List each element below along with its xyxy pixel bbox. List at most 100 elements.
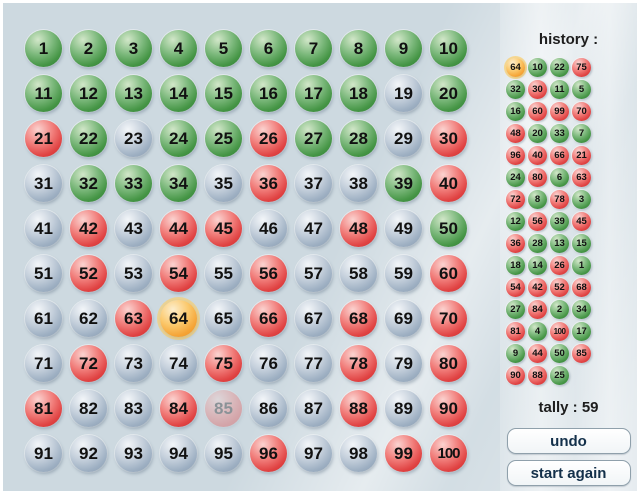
board-ball-44[interactable]: 44 (160, 210, 197, 247)
board-ball-49[interactable]: 49 (385, 210, 422, 247)
board-ball-81[interactable]: 81 (25, 390, 62, 427)
board-ball-71[interactable]: 71 (25, 345, 62, 382)
board-ball-40[interactable]: 40 (430, 165, 467, 202)
board-ball-61[interactable]: 61 (25, 300, 62, 337)
board-ball-80[interactable]: 80 (430, 345, 467, 382)
board-ball-6[interactable]: 6 (250, 30, 287, 67)
board-ball-75[interactable]: 75 (205, 345, 242, 382)
board-ball-69[interactable]: 69 (385, 300, 422, 337)
board-ball-12[interactable]: 12 (70, 75, 107, 112)
board-ball-34[interactable]: 34 (160, 165, 197, 202)
board-ball-88[interactable]: 88 (340, 390, 377, 427)
board-ball-70[interactable]: 70 (430, 300, 467, 337)
board-ball-53[interactable]: 53 (115, 255, 152, 292)
board-ball-21[interactable]: 21 (25, 120, 62, 157)
board-ball-47[interactable]: 47 (295, 210, 332, 247)
start-again-button[interactable]: start again (506, 460, 631, 486)
board-ball-35[interactable]: 35 (205, 165, 242, 202)
board-ball-60[interactable]: 60 (430, 255, 467, 292)
board-ball-27[interactable]: 27 (295, 120, 332, 157)
board-ball-55[interactable]: 55 (205, 255, 242, 292)
board-ball-64[interactable]: 64 (160, 300, 197, 337)
board-ball-78[interactable]: 78 (340, 345, 377, 382)
board-ball-51[interactable]: 51 (25, 255, 62, 292)
board-ball-66[interactable]: 66 (250, 300, 287, 337)
board-ball-96[interactable]: 96 (250, 435, 287, 472)
board-ball-89[interactable]: 89 (385, 390, 422, 427)
board-ball-10[interactable]: 10 (430, 30, 467, 67)
board-ball-43[interactable]: 43 (115, 210, 152, 247)
board-ball-67[interactable]: 67 (295, 300, 332, 337)
board-ball-83[interactable]: 83 (115, 390, 152, 427)
board-ball-17[interactable]: 17 (295, 75, 332, 112)
board-ball-87[interactable]: 87 (295, 390, 332, 427)
board-ball-28[interactable]: 28 (340, 120, 377, 157)
board-ball-38[interactable]: 38 (340, 165, 377, 202)
board-ball-45[interactable]: 45 (205, 210, 242, 247)
board-ball-98[interactable]: 98 (340, 435, 377, 472)
board-ball-76[interactable]: 76 (250, 345, 287, 382)
board-ball-31[interactable]: 31 (25, 165, 62, 202)
board-ball-8[interactable]: 8 (340, 30, 377, 67)
board-ball-56[interactable]: 56 (250, 255, 287, 292)
board-ball-2[interactable]: 2 (70, 30, 107, 67)
board-ball-99[interactable]: 99 (385, 435, 422, 472)
undo-button[interactable]: undo (506, 428, 631, 454)
board-ball-72[interactable]: 72 (70, 345, 107, 382)
board-ball-32[interactable]: 32 (70, 165, 107, 202)
board-ball-52[interactable]: 52 (70, 255, 107, 292)
board-ball-39[interactable]: 39 (385, 165, 422, 202)
board-ball-93[interactable]: 93 (115, 435, 152, 472)
board-ball-62[interactable]: 62 (70, 300, 107, 337)
board-ball-29[interactable]: 29 (385, 120, 422, 157)
board-ball-58[interactable]: 58 (340, 255, 377, 292)
board-ball-15[interactable]: 15 (205, 75, 242, 112)
board-ball-79[interactable]: 79 (385, 345, 422, 382)
board-ball-36[interactable]: 36 (250, 165, 287, 202)
board-ball-100[interactable]: 100 (430, 435, 467, 472)
board-ball-33[interactable]: 33 (115, 165, 152, 202)
board-ball-54[interactable]: 54 (160, 255, 197, 292)
board-ball-42[interactable]: 42 (70, 210, 107, 247)
board-ball-19[interactable]: 19 (385, 75, 422, 112)
board-ball-24[interactable]: 24 (160, 120, 197, 157)
board-ball-3[interactable]: 3 (115, 30, 152, 67)
board-ball-73[interactable]: 73 (115, 345, 152, 382)
board-ball-9[interactable]: 9 (385, 30, 422, 67)
board-ball-84[interactable]: 84 (160, 390, 197, 427)
board-ball-77[interactable]: 77 (295, 345, 332, 382)
board-ball-94[interactable]: 94 (160, 435, 197, 472)
board-ball-20[interactable]: 20 (430, 75, 467, 112)
board-ball-95[interactable]: 95 (205, 435, 242, 472)
board-ball-1[interactable]: 1 (25, 30, 62, 67)
board-ball-4[interactable]: 4 (160, 30, 197, 67)
board-ball-14[interactable]: 14 (160, 75, 197, 112)
board-ball-25[interactable]: 25 (205, 120, 242, 157)
board-ball-50[interactable]: 50 (430, 210, 467, 247)
board-ball-30[interactable]: 30 (430, 120, 467, 157)
board-ball-92[interactable]: 92 (70, 435, 107, 472)
board-ball-26[interactable]: 26 (250, 120, 287, 157)
board-ball-68[interactable]: 68 (340, 300, 377, 337)
board-ball-48[interactable]: 48 (340, 210, 377, 247)
board-ball-65[interactable]: 65 (205, 300, 242, 337)
board-ball-97[interactable]: 97 (295, 435, 332, 472)
board-ball-57[interactable]: 57 (295, 255, 332, 292)
board-ball-59[interactable]: 59 (385, 255, 422, 292)
board-ball-23[interactable]: 23 (115, 120, 152, 157)
board-ball-85[interactable]: 85 (205, 390, 242, 427)
board-ball-86[interactable]: 86 (250, 390, 287, 427)
board-ball-11[interactable]: 11 (25, 75, 62, 112)
board-ball-90[interactable]: 90 (430, 390, 467, 427)
board-ball-46[interactable]: 46 (250, 210, 287, 247)
board-ball-22[interactable]: 22 (70, 120, 107, 157)
board-ball-13[interactable]: 13 (115, 75, 152, 112)
board-ball-5[interactable]: 5 (205, 30, 242, 67)
board-ball-74[interactable]: 74 (160, 345, 197, 382)
board-ball-41[interactable]: 41 (25, 210, 62, 247)
board-ball-63[interactable]: 63 (115, 300, 152, 337)
board-ball-37[interactable]: 37 (295, 165, 332, 202)
board-ball-7[interactable]: 7 (295, 30, 332, 67)
board-ball-82[interactable]: 82 (70, 390, 107, 427)
board-ball-18[interactable]: 18 (340, 75, 377, 112)
